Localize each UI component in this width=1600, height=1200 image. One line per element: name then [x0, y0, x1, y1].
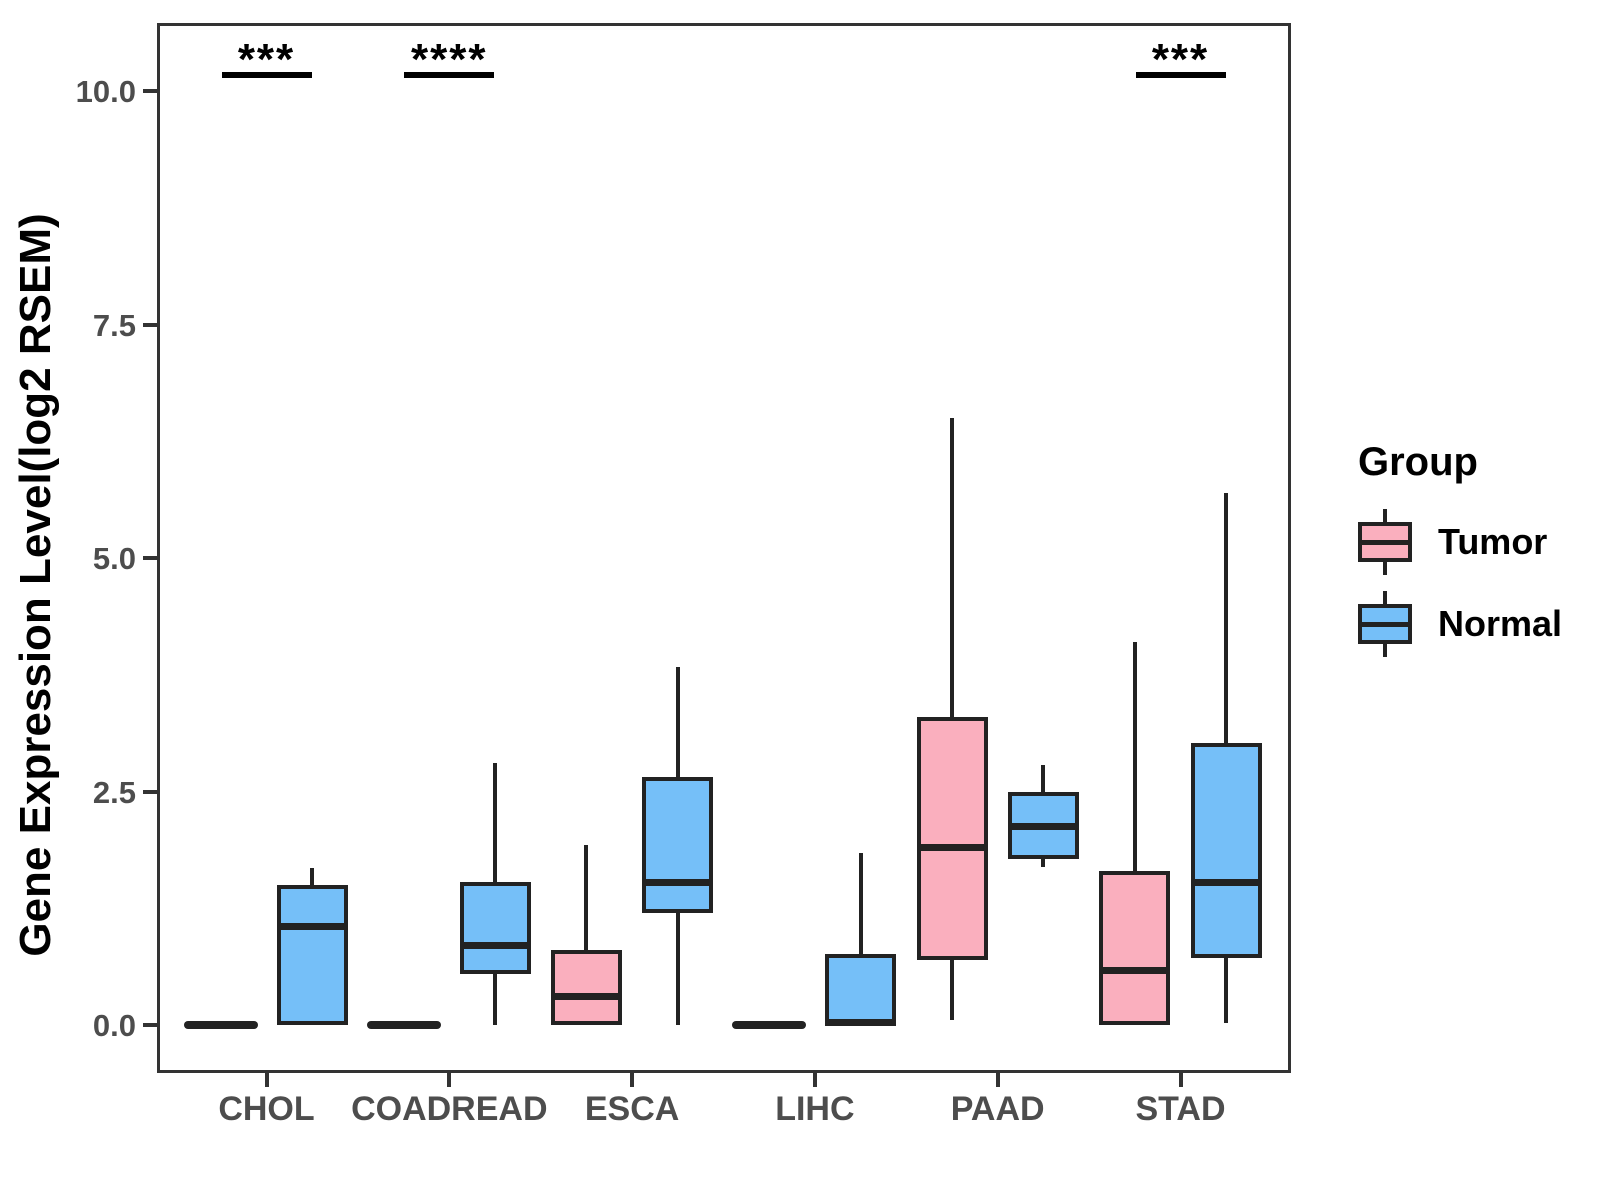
- x-tick-mark: [447, 1073, 452, 1087]
- x-tick-mark: [630, 1073, 635, 1087]
- legend-label-normal: Normal: [1438, 603, 1563, 644]
- x-tick-mark: [1178, 1073, 1183, 1087]
- y-tick-mark: [143, 322, 157, 327]
- x-tick-label: COADREAD: [351, 1090, 548, 1128]
- y-tick-mark: [143, 789, 157, 794]
- x-tick-label: PAAD: [950, 1090, 1045, 1128]
- legend-title: Group: [1358, 440, 1478, 484]
- y-tick-mark: [143, 1023, 157, 1027]
- x-tick-label: STAD: [1135, 1090, 1226, 1128]
- y-axis-title: Gene Expression Level(log2 RSEM): [11, 213, 60, 957]
- y-tick-label: 0.0: [92, 1008, 136, 1043]
- x-tick-label: LIHC: [775, 1090, 855, 1128]
- y-tick-mark: [143, 556, 157, 560]
- x-tick-label: CHOL: [218, 1090, 315, 1128]
- plot-panel: [157, 23, 1291, 1073]
- y-tick-label: 10.0: [75, 74, 136, 109]
- legend: Group Tumor Normal: [1358, 440, 1562, 673]
- legend-item-tumor: Tumor: [1358, 509, 1562, 575]
- y-tick-mark: [143, 89, 157, 93]
- tumor-boxplot-key-icon: [1358, 509, 1412, 575]
- x-tick-label: ESCA: [584, 1090, 680, 1128]
- x-tick-mark: [264, 1073, 269, 1087]
- legend-label-tumor: Tumor: [1438, 521, 1548, 562]
- key-median: [1358, 540, 1412, 545]
- x-tick-mark: [995, 1073, 1000, 1087]
- normal-boxplot-key-icon: [1358, 591, 1412, 657]
- legend-item-normal: Normal: [1358, 591, 1562, 657]
- x-tick-mark: [812, 1073, 817, 1087]
- key-median: [1358, 622, 1412, 627]
